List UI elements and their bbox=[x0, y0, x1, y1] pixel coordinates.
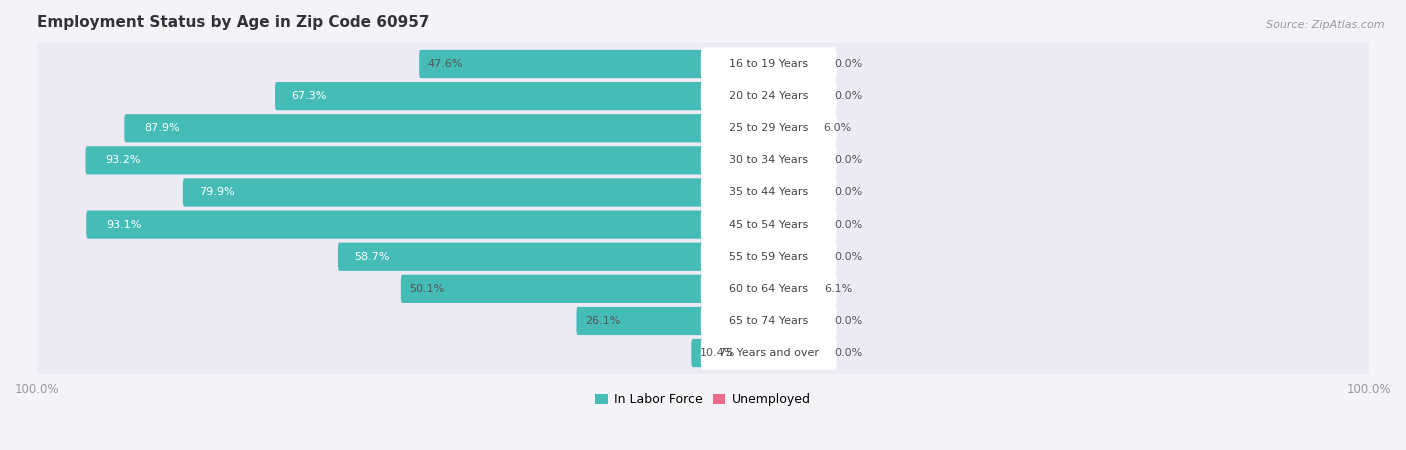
Text: 55 to 59 Years: 55 to 59 Years bbox=[730, 252, 808, 262]
Text: 93.1%: 93.1% bbox=[105, 220, 142, 230]
FancyBboxPatch shape bbox=[700, 272, 837, 306]
FancyBboxPatch shape bbox=[768, 243, 825, 271]
FancyBboxPatch shape bbox=[768, 50, 825, 78]
Text: 30 to 34 Years: 30 to 34 Years bbox=[730, 155, 808, 165]
Text: 0.0%: 0.0% bbox=[835, 155, 863, 165]
FancyBboxPatch shape bbox=[35, 235, 1371, 278]
Text: 0.0%: 0.0% bbox=[835, 252, 863, 262]
FancyBboxPatch shape bbox=[700, 144, 837, 177]
Text: 0.0%: 0.0% bbox=[835, 59, 863, 69]
Text: Source: ZipAtlas.com: Source: ZipAtlas.com bbox=[1267, 20, 1385, 30]
FancyBboxPatch shape bbox=[183, 178, 770, 207]
Text: 47.6%: 47.6% bbox=[427, 59, 464, 69]
FancyBboxPatch shape bbox=[700, 208, 837, 241]
Text: 0.0%: 0.0% bbox=[835, 188, 863, 198]
FancyBboxPatch shape bbox=[86, 146, 770, 175]
FancyBboxPatch shape bbox=[124, 114, 770, 142]
Text: 0.0%: 0.0% bbox=[835, 91, 863, 101]
FancyBboxPatch shape bbox=[768, 114, 814, 142]
Text: 10.4%: 10.4% bbox=[700, 348, 735, 358]
FancyBboxPatch shape bbox=[768, 339, 825, 367]
FancyBboxPatch shape bbox=[700, 337, 837, 370]
Text: 60 to 64 Years: 60 to 64 Years bbox=[730, 284, 808, 294]
FancyBboxPatch shape bbox=[35, 332, 1371, 374]
FancyBboxPatch shape bbox=[419, 50, 770, 78]
FancyBboxPatch shape bbox=[768, 307, 825, 335]
FancyBboxPatch shape bbox=[700, 112, 837, 145]
FancyBboxPatch shape bbox=[700, 47, 837, 81]
FancyBboxPatch shape bbox=[337, 243, 770, 271]
FancyBboxPatch shape bbox=[35, 75, 1371, 117]
Text: 45 to 54 Years: 45 to 54 Years bbox=[730, 220, 808, 230]
FancyBboxPatch shape bbox=[35, 139, 1371, 181]
Text: 50.1%: 50.1% bbox=[409, 284, 444, 294]
FancyBboxPatch shape bbox=[35, 203, 1371, 246]
FancyBboxPatch shape bbox=[700, 80, 837, 113]
FancyBboxPatch shape bbox=[700, 176, 837, 209]
Legend: In Labor Force, Unemployed: In Labor Force, Unemployed bbox=[591, 388, 815, 411]
FancyBboxPatch shape bbox=[276, 82, 770, 110]
FancyBboxPatch shape bbox=[35, 107, 1371, 149]
Text: 75 Years and over: 75 Years and over bbox=[718, 348, 818, 358]
Text: 79.9%: 79.9% bbox=[198, 188, 235, 198]
FancyBboxPatch shape bbox=[768, 211, 825, 239]
FancyBboxPatch shape bbox=[576, 307, 770, 335]
Text: 0.0%: 0.0% bbox=[835, 348, 863, 358]
Text: 93.2%: 93.2% bbox=[105, 155, 141, 165]
FancyBboxPatch shape bbox=[35, 171, 1371, 214]
FancyBboxPatch shape bbox=[768, 274, 815, 303]
Text: 6.0%: 6.0% bbox=[824, 123, 852, 133]
Text: 35 to 44 Years: 35 to 44 Years bbox=[730, 188, 808, 198]
FancyBboxPatch shape bbox=[768, 146, 825, 175]
FancyBboxPatch shape bbox=[768, 178, 825, 207]
Text: 26.1%: 26.1% bbox=[585, 316, 620, 326]
FancyBboxPatch shape bbox=[700, 240, 837, 274]
Text: Employment Status by Age in Zip Code 60957: Employment Status by Age in Zip Code 609… bbox=[37, 15, 430, 30]
Text: 67.3%: 67.3% bbox=[291, 91, 326, 101]
FancyBboxPatch shape bbox=[35, 300, 1371, 342]
FancyBboxPatch shape bbox=[692, 339, 770, 367]
FancyBboxPatch shape bbox=[86, 211, 770, 239]
Text: 25 to 29 Years: 25 to 29 Years bbox=[730, 123, 808, 133]
Text: 6.1%: 6.1% bbox=[824, 284, 852, 294]
FancyBboxPatch shape bbox=[35, 43, 1371, 85]
Text: 16 to 19 Years: 16 to 19 Years bbox=[730, 59, 808, 69]
Text: 0.0%: 0.0% bbox=[835, 220, 863, 230]
FancyBboxPatch shape bbox=[35, 268, 1371, 310]
FancyBboxPatch shape bbox=[700, 304, 837, 338]
Text: 0.0%: 0.0% bbox=[835, 316, 863, 326]
Text: 87.9%: 87.9% bbox=[143, 123, 180, 133]
Text: 65 to 74 Years: 65 to 74 Years bbox=[730, 316, 808, 326]
Text: 58.7%: 58.7% bbox=[354, 252, 389, 262]
Text: 20 to 24 Years: 20 to 24 Years bbox=[730, 91, 808, 101]
FancyBboxPatch shape bbox=[401, 274, 770, 303]
FancyBboxPatch shape bbox=[768, 82, 825, 110]
